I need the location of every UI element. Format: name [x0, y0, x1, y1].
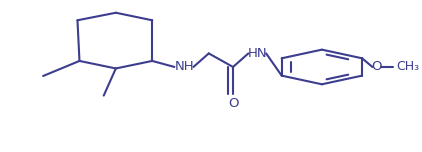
Text: NH: NH — [175, 60, 195, 73]
Text: O: O — [228, 97, 238, 110]
Text: CH₃: CH₃ — [397, 60, 420, 73]
Text: HN: HN — [247, 47, 267, 60]
Text: O: O — [371, 60, 381, 73]
